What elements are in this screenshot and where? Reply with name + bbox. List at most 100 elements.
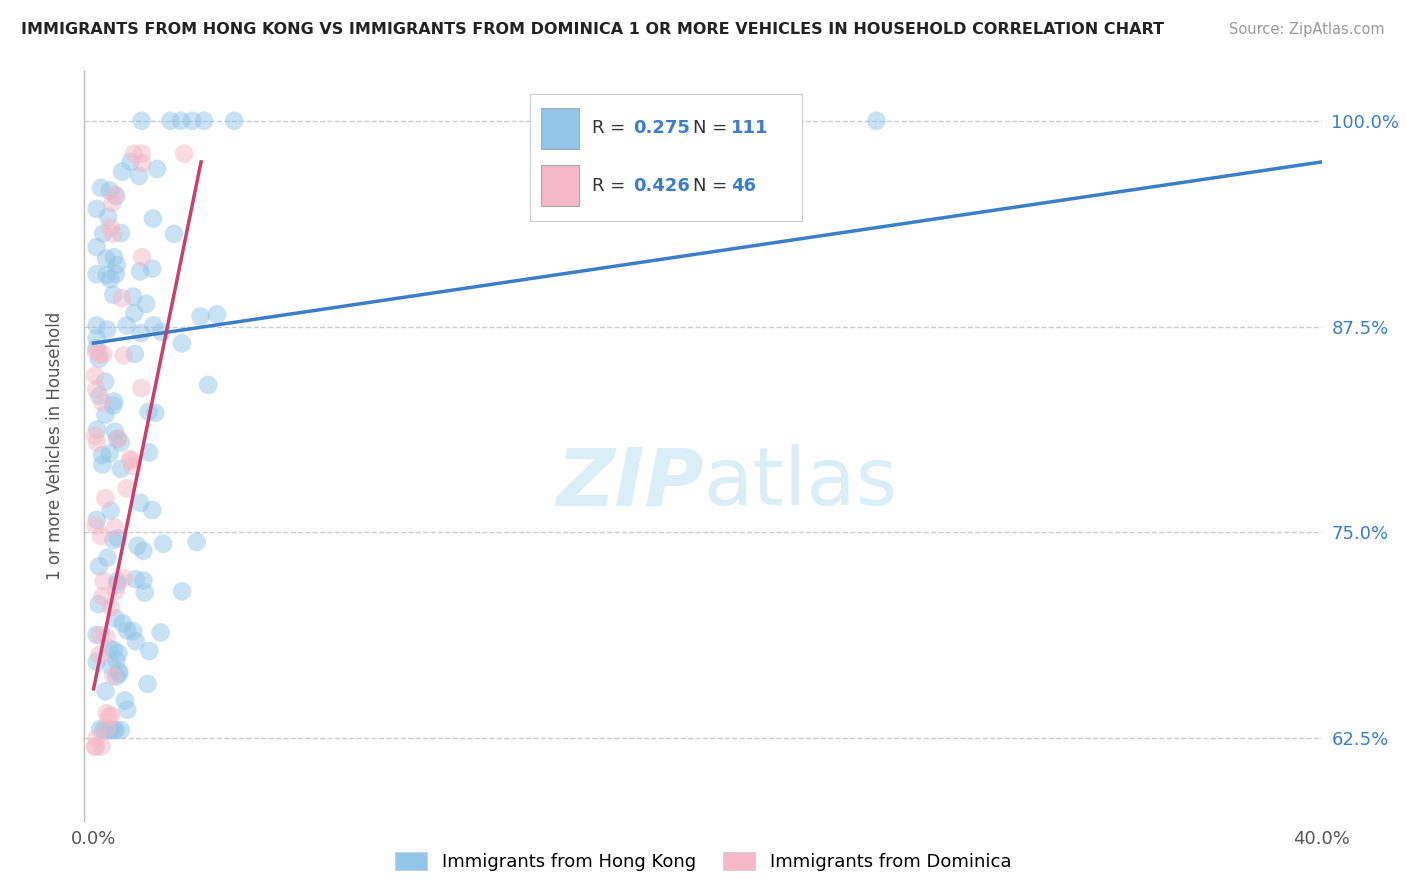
Point [86, 628, 108, 642]
Point [107, 532, 129, 546]
Point [127, 539, 149, 553]
Point [103, 642, 125, 657]
Point [132, 574, 155, 588]
Point [173, 146, 195, 161]
Point [91, 395, 114, 409]
Point [101, 669, 124, 683]
Point [86, 655, 108, 669]
Point [89, 648, 111, 662]
Point [90, 181, 112, 195]
Point [150, 325, 173, 339]
Point [100, 220, 122, 235]
Point [94, 684, 117, 698]
Point [96, 550, 118, 565]
Point [104, 521, 127, 535]
Point [170, 113, 193, 128]
Point [114, 693, 136, 707]
Point [122, 146, 145, 161]
Point [105, 669, 128, 683]
Point [108, 665, 131, 679]
Point [86, 435, 108, 450]
Point [110, 723, 132, 737]
Point [104, 583, 127, 598]
Point [152, 537, 174, 551]
Point [105, 432, 128, 446]
Point [98, 184, 121, 198]
Point [104, 187, 127, 202]
Point [111, 291, 134, 305]
Point [135, 297, 157, 311]
Point [103, 723, 125, 737]
Point [104, 611, 127, 625]
Point [103, 533, 125, 547]
Point [197, 378, 219, 392]
Point [84, 429, 107, 443]
Point [84, 739, 107, 754]
Point [91, 448, 114, 462]
Point [93, 723, 115, 737]
Point [96, 706, 118, 721]
Point [90, 529, 112, 543]
Point [131, 156, 153, 170]
Point [115, 481, 138, 495]
Point [138, 445, 160, 459]
Point [142, 211, 165, 226]
Point [103, 288, 125, 302]
Point [129, 496, 152, 510]
Point [121, 458, 143, 473]
Point [86, 341, 108, 355]
Point [149, 625, 172, 640]
Point [86, 331, 108, 345]
Point [107, 432, 129, 446]
Point [86, 422, 108, 436]
Point [94, 408, 117, 422]
Point [98, 641, 121, 656]
Point [100, 659, 122, 673]
Point [86, 240, 108, 254]
Point [224, 113, 246, 128]
Point [100, 504, 122, 518]
Point [117, 703, 139, 717]
Point [94, 252, 117, 266]
Point [87, 351, 110, 366]
Point [89, 722, 111, 736]
Point [87, 597, 110, 611]
Point [125, 634, 148, 648]
Point [84, 344, 107, 359]
Point [138, 644, 160, 658]
Text: Source: ZipAtlas.com: Source: ZipAtlas.com [1229, 22, 1385, 37]
Point [120, 452, 142, 467]
Point [91, 227, 114, 241]
Point [115, 318, 138, 333]
Point [91, 458, 114, 472]
Point [105, 653, 128, 667]
Point [112, 349, 135, 363]
Point [110, 462, 132, 476]
Point [136, 677, 159, 691]
Point [100, 600, 122, 615]
Point [129, 326, 152, 341]
Point [104, 267, 127, 281]
Point [89, 628, 111, 642]
Point [94, 375, 117, 389]
Point [129, 264, 152, 278]
Point [96, 723, 118, 737]
Text: ZIP: ZIP [555, 444, 703, 523]
Point [89, 347, 111, 361]
Point [141, 503, 163, 517]
Point [93, 574, 115, 588]
Point [104, 425, 127, 439]
Point [100, 723, 122, 737]
Point [96, 630, 118, 644]
Point [122, 624, 145, 639]
Point [124, 347, 146, 361]
Point [132, 544, 155, 558]
Point [84, 368, 107, 383]
Point [107, 577, 129, 591]
Point [86, 267, 108, 281]
Point [100, 708, 122, 723]
Point [84, 739, 107, 754]
Point [98, 710, 121, 724]
Point [98, 446, 121, 460]
Point [120, 453, 142, 467]
